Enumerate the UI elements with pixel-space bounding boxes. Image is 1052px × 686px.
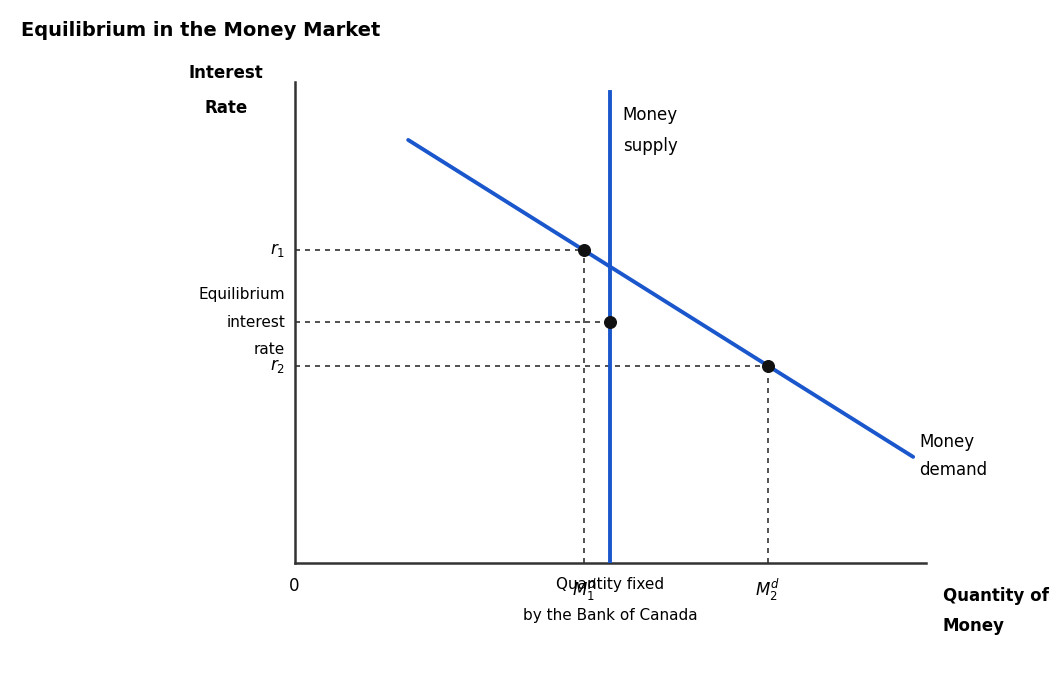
Text: Money: Money: [919, 434, 974, 451]
Text: Quantity of: Quantity of: [943, 587, 1049, 604]
Text: by the Bank of Canada: by the Bank of Canada: [523, 608, 697, 623]
Text: $M_1^d$: $M_1^d$: [571, 577, 596, 603]
Point: [575, 245, 592, 256]
Text: 0: 0: [289, 577, 300, 595]
Text: Money: Money: [943, 617, 1005, 635]
Text: $M_2^d$: $M_2^d$: [755, 577, 781, 603]
Text: Rate: Rate: [204, 99, 248, 117]
Text: Money: Money: [623, 106, 677, 124]
Text: Equilibrium in the Money Market: Equilibrium in the Money Market: [21, 21, 381, 40]
Text: $r_1$: $r_1$: [270, 241, 285, 259]
Text: Interest: Interest: [188, 64, 264, 82]
Text: Equilibrium: Equilibrium: [199, 287, 285, 303]
Text: rate: rate: [254, 342, 285, 357]
Text: supply: supply: [623, 137, 677, 155]
Point: [602, 317, 619, 328]
Text: demand: demand: [919, 461, 988, 479]
Text: $r_2$: $r_2$: [270, 357, 285, 375]
Text: interest: interest: [226, 315, 285, 330]
Text: Quantity fixed: Quantity fixed: [557, 577, 664, 592]
Point: [760, 360, 776, 371]
